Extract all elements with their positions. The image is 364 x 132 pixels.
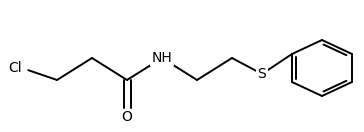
Text: O: O [122,110,132,124]
Text: Cl: Cl [8,61,22,75]
Text: NH: NH [152,51,173,65]
Text: S: S [258,67,266,81]
